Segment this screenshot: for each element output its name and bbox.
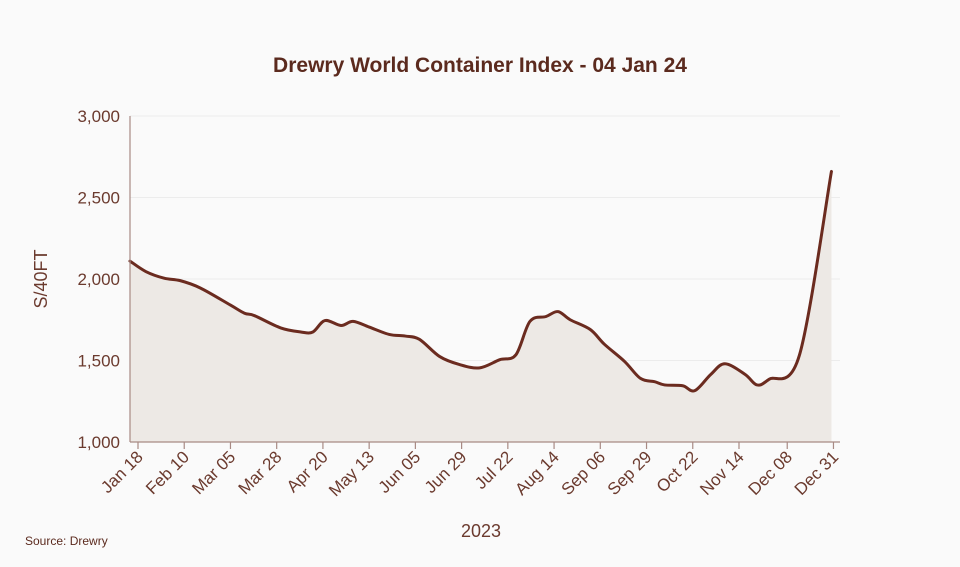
x-tick-label: Mar 28 bbox=[235, 447, 286, 498]
y-tick-label: 1,000 bbox=[77, 433, 120, 452]
chart-title: Drewry World Container Index - 04 Jan 24 bbox=[273, 54, 687, 77]
axes bbox=[129, 116, 840, 443]
x-tick-label: Nov 14 bbox=[696, 447, 748, 499]
y-tick-label: 2,000 bbox=[77, 270, 120, 289]
x-tick-label: May 13 bbox=[325, 447, 378, 500]
source-note: Source: Drewry bbox=[25, 534, 108, 548]
x-tick-label: Jun 05 bbox=[375, 447, 425, 497]
y-axis-label: S/40FT bbox=[31, 249, 51, 308]
y-tick-label: 1,500 bbox=[77, 352, 120, 371]
y-tick-label: 3,000 bbox=[77, 107, 120, 126]
x-tick-label: Jan 18 bbox=[97, 447, 147, 497]
y-axis-ticks: 1,000 1,500 2,000 2,500 3,000 bbox=[77, 107, 120, 452]
x-tick-label: Mar 05 bbox=[188, 447, 239, 498]
x-tick-label: Dec 08 bbox=[745, 447, 797, 499]
x-tick-label: Jun 29 bbox=[421, 447, 471, 497]
x-tick-label: Jul 22 bbox=[471, 447, 517, 493]
x-tick-label: Sep 06 bbox=[558, 447, 610, 499]
x-tick-label: Sep 29 bbox=[604, 447, 656, 499]
x-axis-label: 2023 bbox=[461, 521, 501, 541]
x-tick-label: Aug 14 bbox=[511, 447, 563, 499]
gridlines bbox=[130, 115, 840, 361]
y-tick-label: 2,500 bbox=[77, 189, 120, 208]
series-line-wci bbox=[128, 169, 833, 393]
x-tick-label: Feb 10 bbox=[142, 447, 193, 498]
x-tick-label: Apr 20 bbox=[283, 447, 332, 496]
x-tick-label: Oct 22 bbox=[653, 447, 702, 496]
x-tick-label: Dec 31 bbox=[791, 447, 843, 499]
area-fill bbox=[129, 171, 832, 443]
